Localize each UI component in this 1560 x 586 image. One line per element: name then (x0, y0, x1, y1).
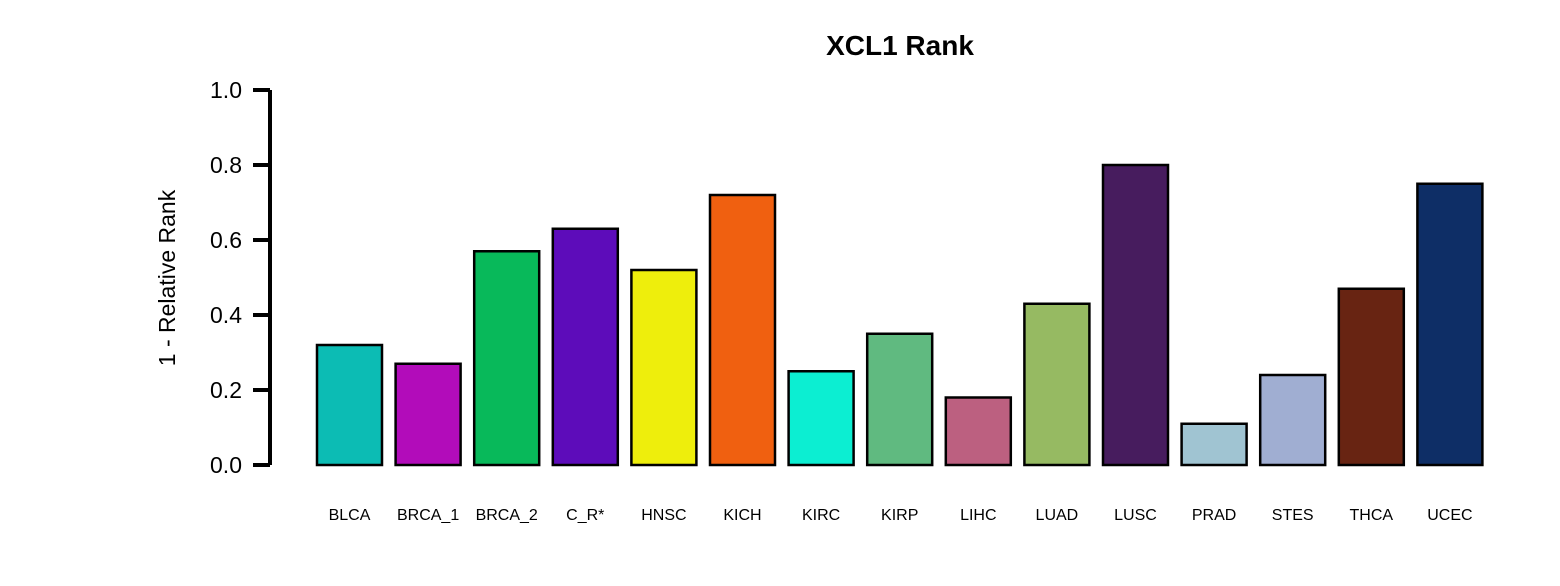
bar-lusc (1101, 163, 1170, 467)
x-tick-label: LUAD (1036, 507, 1079, 524)
y-axis: 0.0 0.2 0.4 0.6 0.8 1.0 (210, 77, 272, 478)
y-tick-label: 0.2 (210, 377, 242, 403)
bar-lihc (944, 396, 1013, 467)
bar-prad (1180, 422, 1248, 467)
x-tick-label: KIRP (881, 507, 918, 524)
x-tick-label: BRCA_2 (476, 507, 538, 524)
x-tick-label: THCA (1350, 507, 1394, 524)
bar-brca-1 (394, 362, 462, 467)
bars (315, 163, 1484, 467)
bar-ucec (1416, 182, 1484, 467)
y-tick-label: 0.8 (210, 152, 242, 178)
bar-kirp (865, 332, 934, 467)
bar-blca (315, 343, 384, 467)
bar-thca (1337, 287, 1406, 467)
x-tick-label: KIRC (802, 507, 840, 524)
x-tick-label: LUSC (1114, 507, 1157, 524)
x-tick-label: STES (1272, 507, 1314, 524)
bar-c-r- (551, 227, 620, 467)
bar-brca-2 (472, 250, 541, 467)
y-axis-label: 1 - Relative Rank (154, 189, 180, 366)
x-tick-label: HNSC (641, 507, 686, 524)
y-tick-label: 0.0 (210, 452, 242, 478)
x-tick-label: UCEC (1427, 507, 1472, 524)
bar-kirc (787, 370, 855, 467)
chart-title: XCL1 Rank (826, 30, 974, 61)
x-tick-label: PRAD (1192, 507, 1236, 524)
x-tick-label: KICH (723, 507, 761, 524)
y-tick-label: 1.0 (210, 77, 242, 103)
x-tick-label: BLCA (329, 507, 371, 524)
bar-stes (1258, 373, 1327, 467)
x-tick-label: C_R* (566, 507, 604, 524)
bar-kich (708, 193, 777, 467)
x-tick-labels: BLCA BRCA_1 BRCA_2 C_R* HNSC KICH KIRC KIRP LIHC… (329, 507, 1473, 524)
x-tick-label: BRCA_1 (397, 507, 459, 524)
x-tick-label: LIHC (960, 507, 996, 524)
y-tick-label: 0.4 (210, 302, 242, 328)
bar-hnsc (630, 268, 698, 467)
y-tick-label: 0.6 (210, 227, 242, 253)
bar-luad (1023, 302, 1091, 467)
